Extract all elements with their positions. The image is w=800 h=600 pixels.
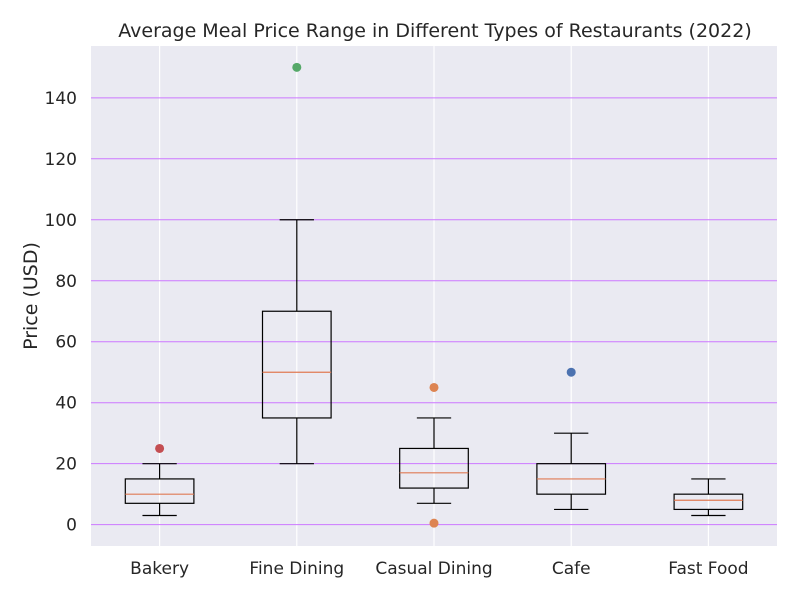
outlier-point — [292, 62, 302, 72]
x-tick-labels: Bakery Fine Dining Casual Dining Cafe Fast F… — [130, 559, 748, 579]
y-tick-label: 140 — [45, 89, 77, 109]
x-tick-label: Fine Dining — [249, 559, 344, 579]
chart-title: Average Meal Price Range in Different Ty… — [118, 20, 752, 42]
x-tick-label: Fast Food — [668, 559, 748, 579]
outlier-point — [155, 443, 165, 453]
y-tick-label: 100 — [45, 211, 77, 231]
y-tick-label: 60 — [55, 333, 77, 353]
x-tick-label: Cafe — [552, 559, 591, 579]
box-group — [536, 432, 607, 511]
y-axis-label: Price (USD) — [20, 242, 42, 350]
box-group — [673, 478, 744, 517]
outlier-point — [566, 367, 576, 377]
box-iqr — [673, 493, 744, 511]
y-tick-label: 120 — [45, 150, 77, 170]
outlier-point — [429, 382, 439, 392]
x-tick-label: Bakery — [130, 559, 189, 579]
x-tick-label: Casual Dining — [375, 559, 492, 579]
y-tick-label: 0 — [66, 516, 77, 536]
box-iqr — [261, 310, 332, 419]
outlier-point — [429, 518, 439, 528]
box-group — [261, 219, 332, 465]
y-tick-label: 80 — [55, 272, 77, 292]
outlier-layer — [155, 62, 576, 528]
y-tick-labels: 0 20 40 60 80 100 120 140 — [45, 89, 77, 536]
box-iqr — [399, 447, 469, 489]
box-layer — [124, 219, 744, 517]
box-iqr — [124, 478, 195, 504]
y-tick-label: 20 — [55, 455, 77, 475]
y-tick-label: 40 — [55, 394, 77, 414]
box-group — [399, 417, 469, 504]
box-group — [124, 463, 195, 517]
